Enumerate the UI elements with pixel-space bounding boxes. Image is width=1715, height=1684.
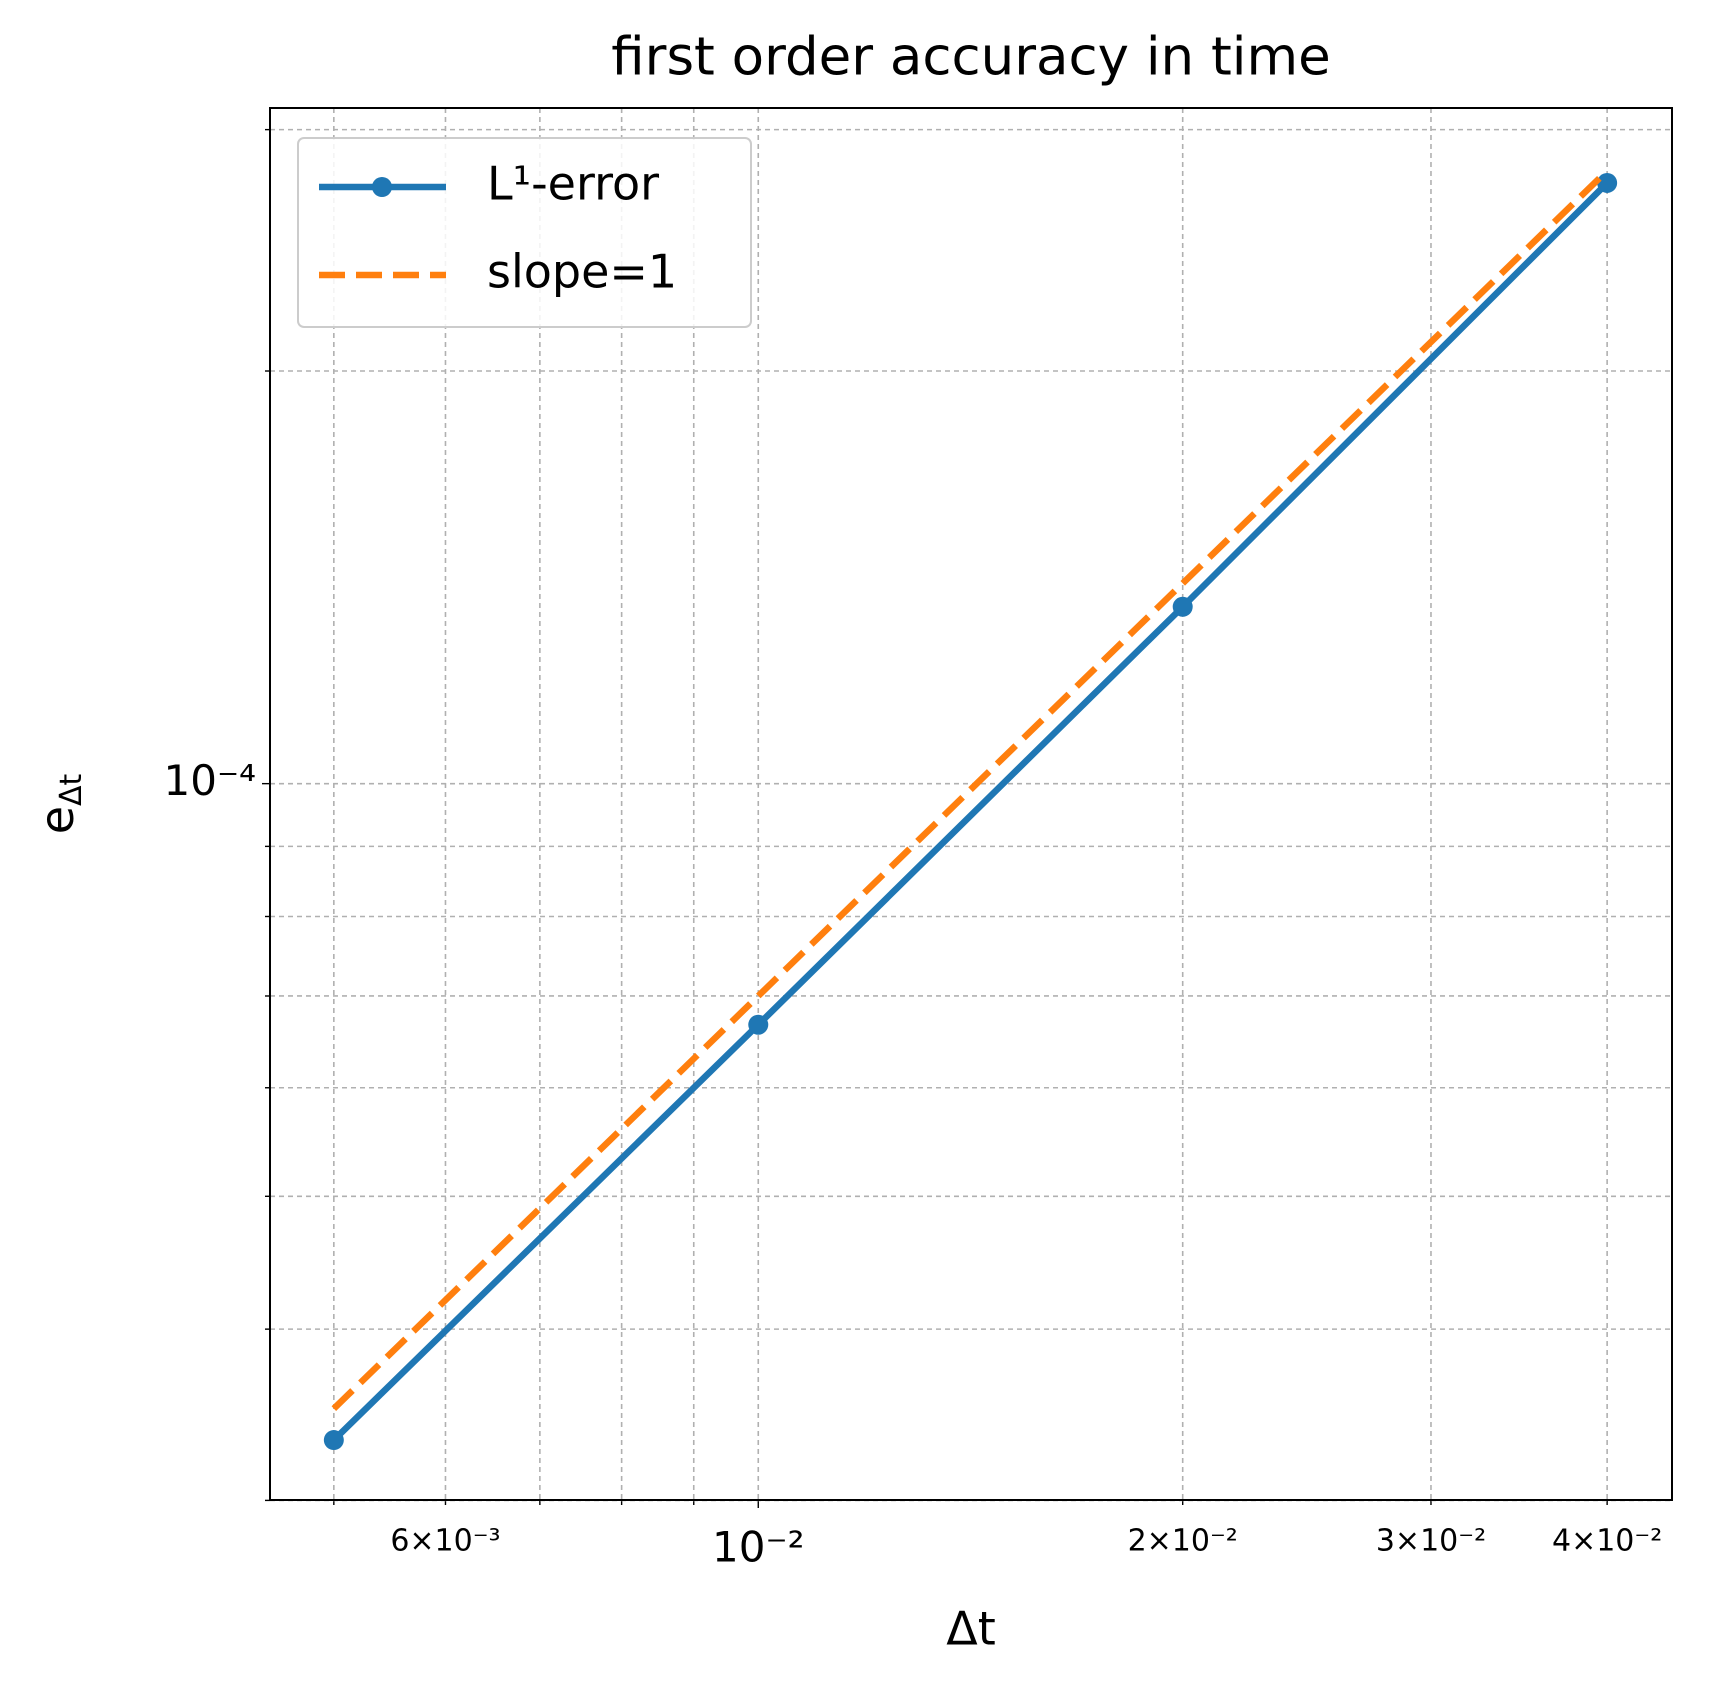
x-tick-label: 4×10⁻² xyxy=(1552,1524,1662,1559)
y-axis-label: eΔt xyxy=(30,773,89,834)
x-tick-label: 3×10⁻² xyxy=(1376,1524,1486,1559)
plot-area: 6×10⁻³ 10⁻² 2×10⁻² 3×10⁻² 4×10⁻² 10⁻⁴ L¹-error… xyxy=(164,107,1673,1572)
y-axis-label-subscript: Δt xyxy=(54,773,89,806)
legend-label: L¹-error xyxy=(487,157,659,211)
axes-frame xyxy=(269,107,1673,1501)
x-axis-label: Δt xyxy=(946,1602,996,1656)
legend-marker xyxy=(372,177,392,197)
x-tick-label: 6×10⁻³ xyxy=(390,1524,500,1559)
y-tick-label: 10⁻⁴ xyxy=(164,756,256,805)
x-tick-label: 10⁻² xyxy=(712,1523,804,1572)
series-line xyxy=(331,180,1610,1443)
data-point xyxy=(323,1430,344,1451)
data-point xyxy=(1172,596,1193,617)
chart-title: first order accuracy in time xyxy=(611,27,1330,88)
data-point xyxy=(1597,172,1618,193)
legend-label: slope=1 xyxy=(487,245,677,299)
data-point xyxy=(748,1014,769,1035)
x-tick-label: 2×10⁻² xyxy=(1128,1524,1238,1559)
y-axis-label-base: e xyxy=(30,806,84,834)
